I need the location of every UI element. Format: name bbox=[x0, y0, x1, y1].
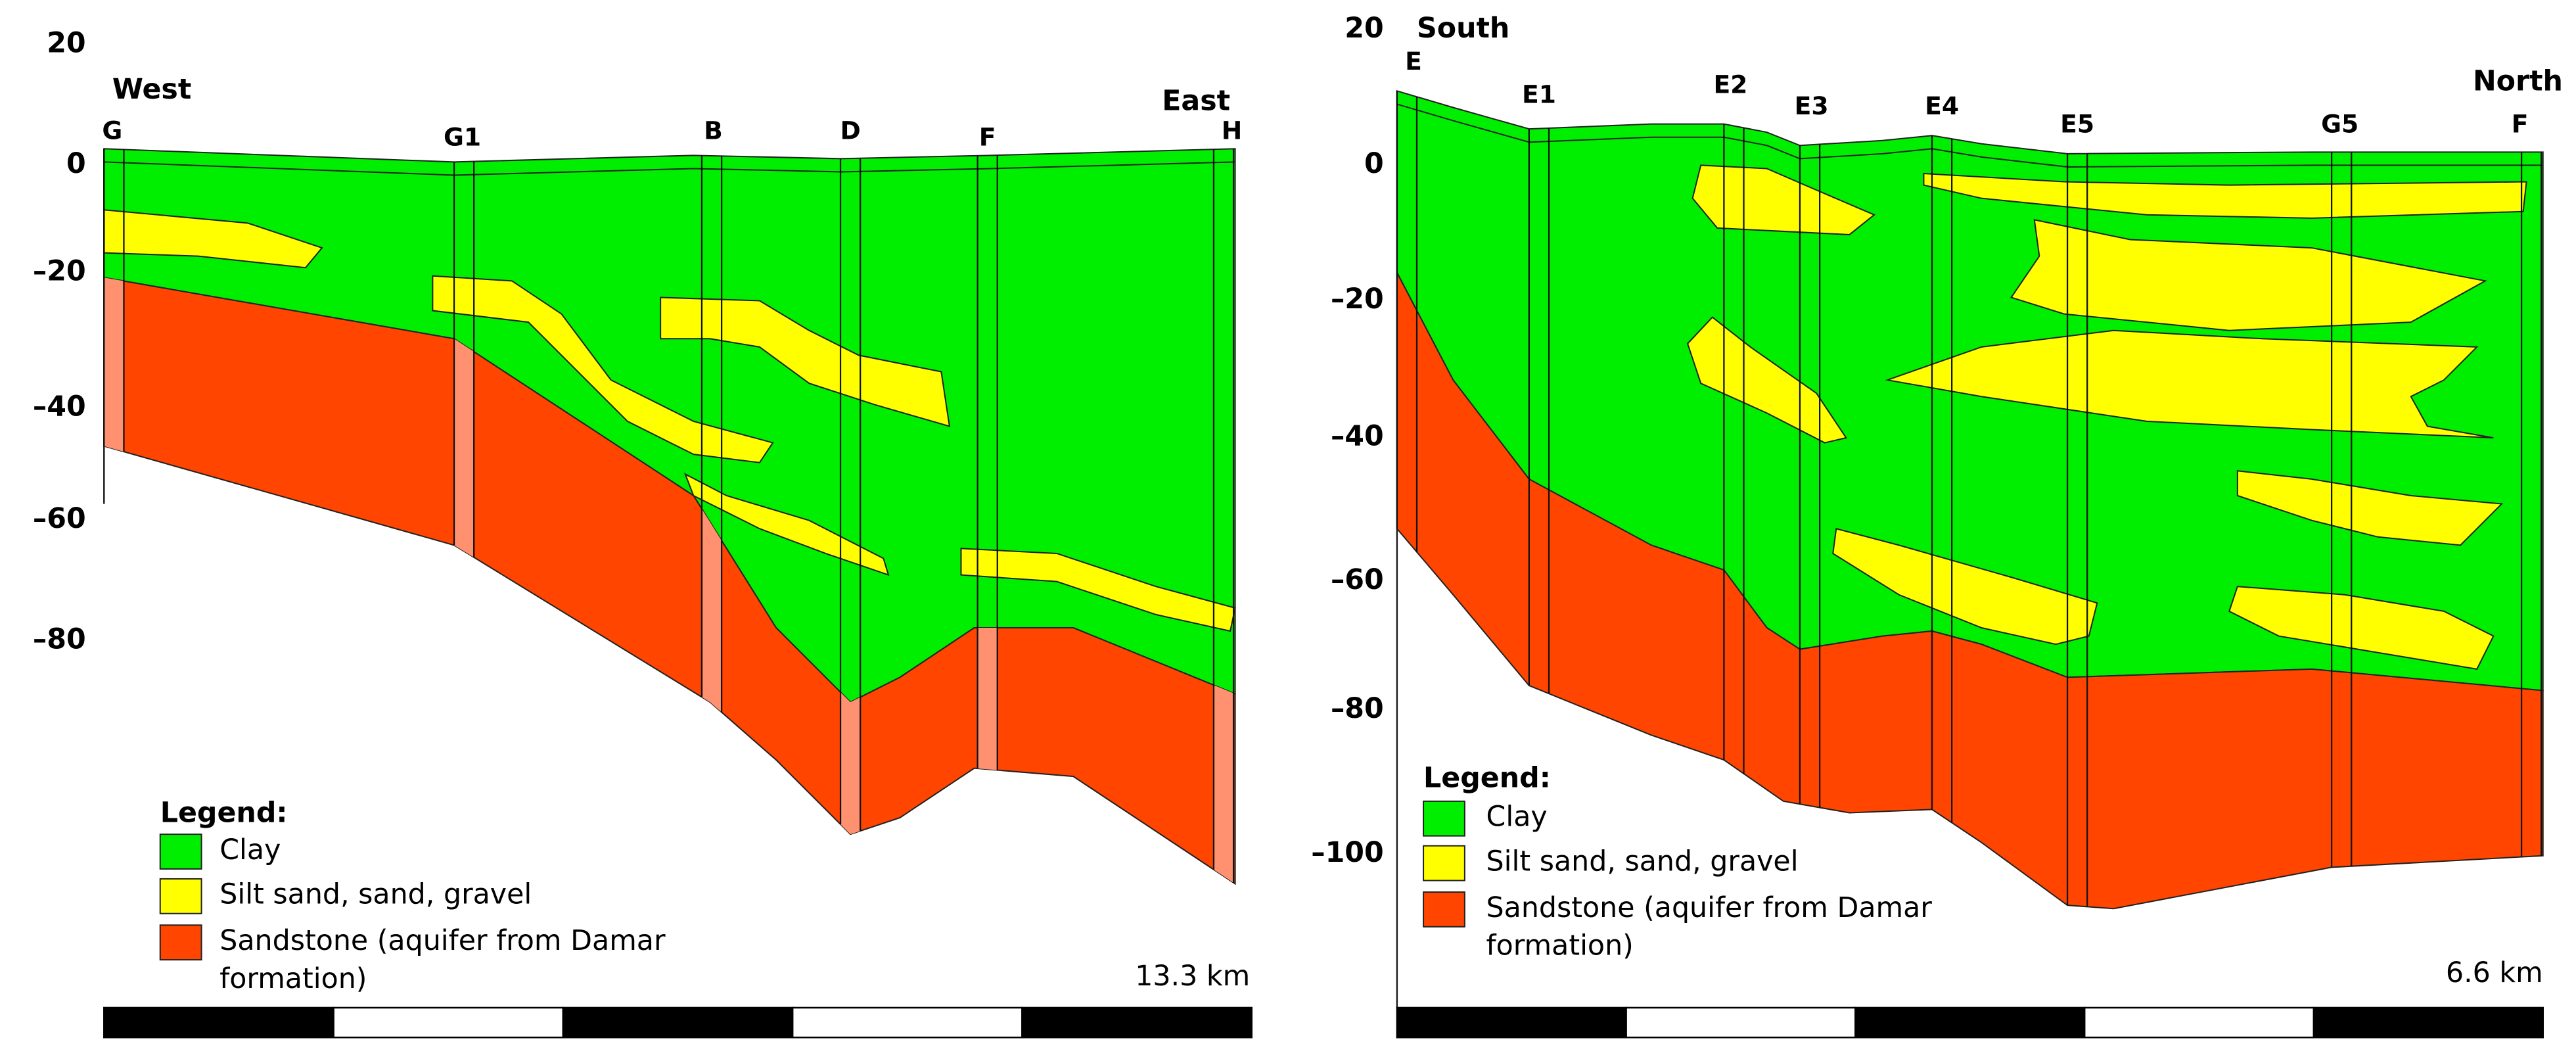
borehole-label: G5 bbox=[2321, 110, 2358, 139]
y-axis-label: –20 bbox=[1331, 283, 1384, 316]
legend-swatch bbox=[159, 878, 202, 914]
legend-text: Silt sand, sand, gravel bbox=[219, 878, 532, 912]
borehole-label: G bbox=[102, 116, 122, 145]
legend-item: Clay bbox=[219, 834, 281, 868]
y-axis-label: –40 bbox=[33, 390, 86, 423]
panel: G G1 B D F H 20 0 –20 –40 –60 –80 West East Legend: Cla… bbox=[33, 26, 1253, 1039]
sandstone bbox=[1396, 272, 2544, 910]
borehole-label: E3 bbox=[1795, 91, 1829, 120]
scale-length: 6.6 km bbox=[2446, 956, 2543, 989]
sand-lens bbox=[2236, 470, 2504, 546]
y-axis-label: –100 bbox=[1311, 836, 1383, 869]
y-axis-label: –60 bbox=[1331, 563, 1384, 596]
legend-item: Sandstone (aquifer from Damar formation) bbox=[1486, 892, 1932, 964]
sand-lens bbox=[1885, 329, 2494, 439]
y-axis-label: 20 bbox=[1345, 12, 1383, 45]
scale-bar bbox=[2312, 1006, 2544, 1039]
legend-item: Silt sand, sand, gravel bbox=[1486, 845, 1799, 879]
borehole-label: E4 bbox=[1925, 91, 1959, 120]
scale-length: 13.3 km bbox=[1135, 960, 1250, 993]
ground-line bbox=[104, 161, 1235, 176]
sand-lens bbox=[1832, 527, 2098, 646]
sand-lens bbox=[432, 275, 774, 463]
legend-swatch bbox=[159, 834, 202, 870]
direction: South bbox=[1417, 12, 1509, 45]
legend-swatch bbox=[1423, 891, 1465, 928]
sand-lens bbox=[1923, 172, 2527, 219]
y-axis-label: 0 bbox=[66, 147, 86, 180]
scale-bar bbox=[1396, 1006, 1627, 1039]
y-axis-label: –20 bbox=[33, 254, 86, 287]
direction: West bbox=[112, 73, 191, 106]
borehole-label: E5 bbox=[2060, 110, 2094, 139]
scale-bar bbox=[1854, 1006, 2086, 1039]
sand-lens bbox=[2010, 219, 2487, 331]
borehole-label: F bbox=[2512, 110, 2529, 139]
sand-lens bbox=[2228, 586, 2495, 670]
borehole-label: H bbox=[1222, 116, 1243, 145]
legend-item: Clay bbox=[1486, 801, 1548, 835]
borehole-label: B bbox=[704, 116, 723, 145]
y-axis-label: –80 bbox=[1331, 692, 1384, 725]
borehole-label: D bbox=[840, 116, 860, 145]
borehole-label: E bbox=[1405, 47, 1422, 76]
borehole-label: G1 bbox=[444, 123, 481, 152]
borehole-label: F bbox=[979, 123, 996, 152]
borehole-label: E1 bbox=[1522, 80, 1556, 108]
legend-swatch bbox=[1423, 800, 1465, 837]
legend-title: Legend: bbox=[1423, 762, 1551, 795]
borehole-label: E2 bbox=[1713, 70, 1747, 99]
sand-lens bbox=[960, 548, 1236, 632]
legend-text: Sandstone (aquifer from Damar formation) bbox=[1486, 892, 1932, 964]
legend-text: Sandstone (aquifer from Damar formation) bbox=[219, 925, 666, 997]
scale-bar bbox=[1625, 1006, 1856, 1039]
scale-bar bbox=[333, 1006, 564, 1039]
panel: E E1 E2 E3 E4 E5 G5 F 20 0 –20 –40 –60 –80 –100 South No… bbox=[1311, 12, 2563, 1039]
legend-text: Silt sand, sand, gravel bbox=[1486, 845, 1799, 879]
y-axis-label: –80 bbox=[33, 623, 86, 656]
y-axis-label: –60 bbox=[33, 502, 86, 535]
sand-lens bbox=[1691, 164, 1875, 235]
sand-lens bbox=[1686, 316, 1847, 444]
legend-title: Legend: bbox=[160, 796, 288, 829]
legend-text: Clay bbox=[219, 834, 281, 868]
legend-swatch bbox=[159, 924, 202, 961]
scale-bar bbox=[2083, 1006, 2315, 1039]
sand-lens bbox=[683, 473, 890, 577]
legend-item: Silt sand, sand, gravel bbox=[219, 878, 532, 912]
scale-bar bbox=[562, 1006, 794, 1039]
y-axis-label: –40 bbox=[1331, 420, 1384, 453]
direction: North bbox=[2473, 64, 2563, 97]
legend-item: Sandstone (aquifer from Damar formation) bbox=[219, 925, 666, 997]
scale-bar bbox=[103, 1006, 334, 1039]
scale-bar bbox=[791, 1006, 1023, 1039]
legend-swatch bbox=[1423, 845, 1465, 882]
scale-bar bbox=[1021, 1006, 1253, 1039]
y-axis-label: 20 bbox=[47, 26, 85, 59]
y-axis-label: 0 bbox=[1364, 147, 1384, 180]
direction: East bbox=[1162, 84, 1230, 117]
legend-text: Clay bbox=[1486, 801, 1548, 835]
